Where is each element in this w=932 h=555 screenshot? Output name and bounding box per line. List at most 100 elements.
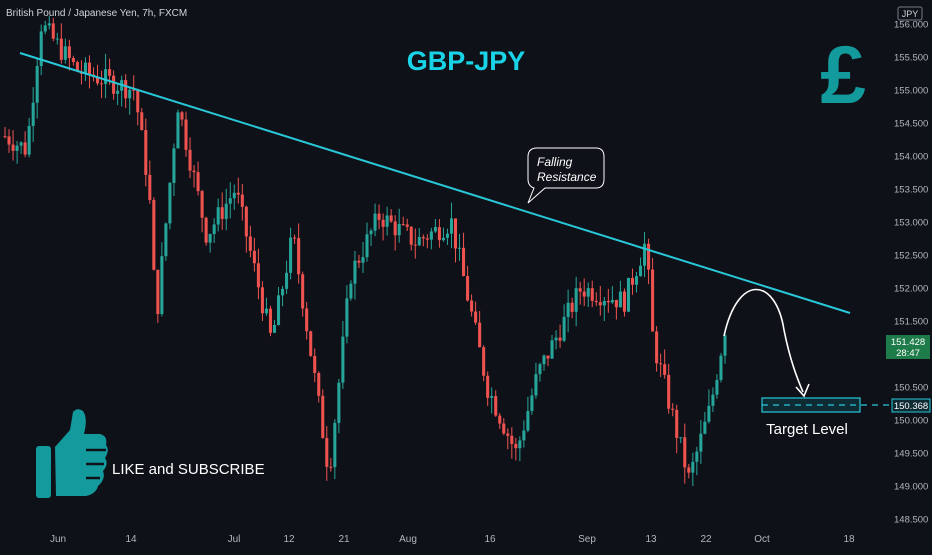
candle-body bbox=[614, 299, 618, 308]
candle-body bbox=[43, 25, 47, 32]
candle-body bbox=[594, 300, 598, 303]
candle-body bbox=[719, 355, 723, 380]
y-tick-label: 155.000 bbox=[894, 86, 928, 97]
candle-body bbox=[272, 325, 277, 333]
candle-body bbox=[248, 236, 252, 251]
candle-body bbox=[381, 219, 385, 227]
candle-body bbox=[433, 227, 437, 232]
candle-body bbox=[474, 311, 478, 323]
candle-body bbox=[582, 291, 586, 297]
candle-body bbox=[83, 62, 87, 74]
y-tick-label: 156.000 bbox=[894, 20, 928, 31]
y-tick-label: 150.000 bbox=[894, 416, 928, 427]
candle-body bbox=[63, 46, 67, 60]
candle-body bbox=[15, 145, 19, 151]
candle-body bbox=[413, 244, 417, 246]
candle-body bbox=[522, 430, 526, 441]
candle-body bbox=[711, 394, 715, 406]
candle-body bbox=[570, 302, 574, 312]
candle-body bbox=[297, 238, 301, 275]
candle-body bbox=[285, 272, 289, 289]
candle-body bbox=[112, 75, 116, 94]
candle-body bbox=[699, 433, 703, 452]
chart-title: GBP-JPY bbox=[407, 46, 526, 76]
candle-body bbox=[606, 300, 610, 303]
candle-body bbox=[164, 223, 168, 257]
candle-body bbox=[655, 331, 659, 364]
last-price-tag bbox=[886, 335, 930, 359]
candle-body bbox=[156, 269, 160, 315]
candle-body bbox=[647, 243, 651, 270]
svg-text:£: £ bbox=[820, 30, 866, 121]
candle-body bbox=[75, 62, 79, 72]
candle-body bbox=[494, 396, 498, 416]
candle-body bbox=[321, 395, 325, 439]
candle-body bbox=[176, 112, 180, 149]
candle-body bbox=[663, 364, 667, 375]
candle-body bbox=[610, 299, 614, 303]
candle-body bbox=[703, 421, 707, 434]
candle-body bbox=[546, 355, 550, 359]
candle-body bbox=[679, 437, 683, 439]
candle-body bbox=[357, 260, 361, 263]
y-tick-label: 155.500 bbox=[894, 53, 928, 64]
candle-body bbox=[47, 23, 51, 26]
y-tick-label: 154.500 bbox=[894, 119, 928, 130]
candle-body bbox=[244, 206, 248, 237]
candle-body bbox=[59, 38, 63, 60]
candle-body bbox=[192, 170, 196, 173]
candle-body bbox=[313, 355, 317, 373]
candle-body bbox=[715, 379, 719, 395]
candle-body bbox=[148, 174, 152, 201]
candle-body bbox=[566, 302, 570, 317]
currency-box[interactable] bbox=[897, 6, 923, 21]
candle-body bbox=[289, 237, 293, 273]
candle-body bbox=[260, 287, 264, 314]
y-tick-label: 150.500 bbox=[894, 383, 928, 394]
candle-body bbox=[558, 337, 562, 341]
price-axis[interactable]: 148.500149.000149.500150.000150.500151.0… bbox=[894, 20, 928, 526]
candle-body bbox=[305, 308, 309, 332]
currency-label: JPY bbox=[902, 9, 919, 19]
candle-body bbox=[212, 224, 216, 235]
candle-body bbox=[691, 461, 695, 473]
y-tick-label: 149.000 bbox=[894, 482, 928, 493]
candle-body bbox=[514, 443, 518, 449]
candle-body bbox=[441, 237, 445, 241]
candle-body bbox=[168, 182, 172, 224]
candle-body bbox=[534, 374, 538, 396]
candle-body bbox=[421, 237, 425, 239]
candle-body bbox=[643, 243, 647, 266]
candle-body bbox=[224, 203, 228, 219]
candle-body bbox=[586, 288, 590, 297]
candle-body bbox=[530, 395, 534, 411]
candle-body bbox=[401, 224, 405, 226]
candle-body bbox=[341, 336, 345, 383]
candle-body bbox=[188, 149, 192, 171]
candle-body bbox=[7, 136, 11, 145]
x-tick-label: 18 bbox=[843, 534, 855, 545]
x-tick-label: 22 bbox=[700, 534, 712, 545]
candle-body bbox=[51, 23, 55, 39]
y-tick-label: 152.000 bbox=[894, 284, 928, 295]
candle-body bbox=[236, 192, 240, 195]
candle-body bbox=[683, 437, 687, 468]
candle-body bbox=[132, 89, 136, 91]
time-axis[interactable]: Jun 14 Jul 12 21 Aug 16 Sep 13 22 Oct 18 bbox=[50, 534, 855, 545]
projection-arrowhead bbox=[795, 383, 810, 398]
y-tick-label: 154.000 bbox=[894, 152, 928, 163]
candle-body bbox=[437, 227, 441, 241]
falling-resistance-line[interactable] bbox=[19, 52, 851, 314]
candle-body bbox=[373, 213, 377, 231]
candle-body bbox=[490, 396, 494, 398]
candle-body bbox=[445, 233, 449, 238]
candle-body bbox=[268, 308, 273, 333]
candle-body bbox=[498, 415, 502, 424]
candle-body bbox=[325, 438, 329, 467]
candle-body bbox=[457, 247, 462, 249]
target-level-label: Target Level bbox=[766, 421, 848, 438]
candle-body bbox=[671, 408, 675, 410]
candle-body bbox=[200, 191, 204, 218]
